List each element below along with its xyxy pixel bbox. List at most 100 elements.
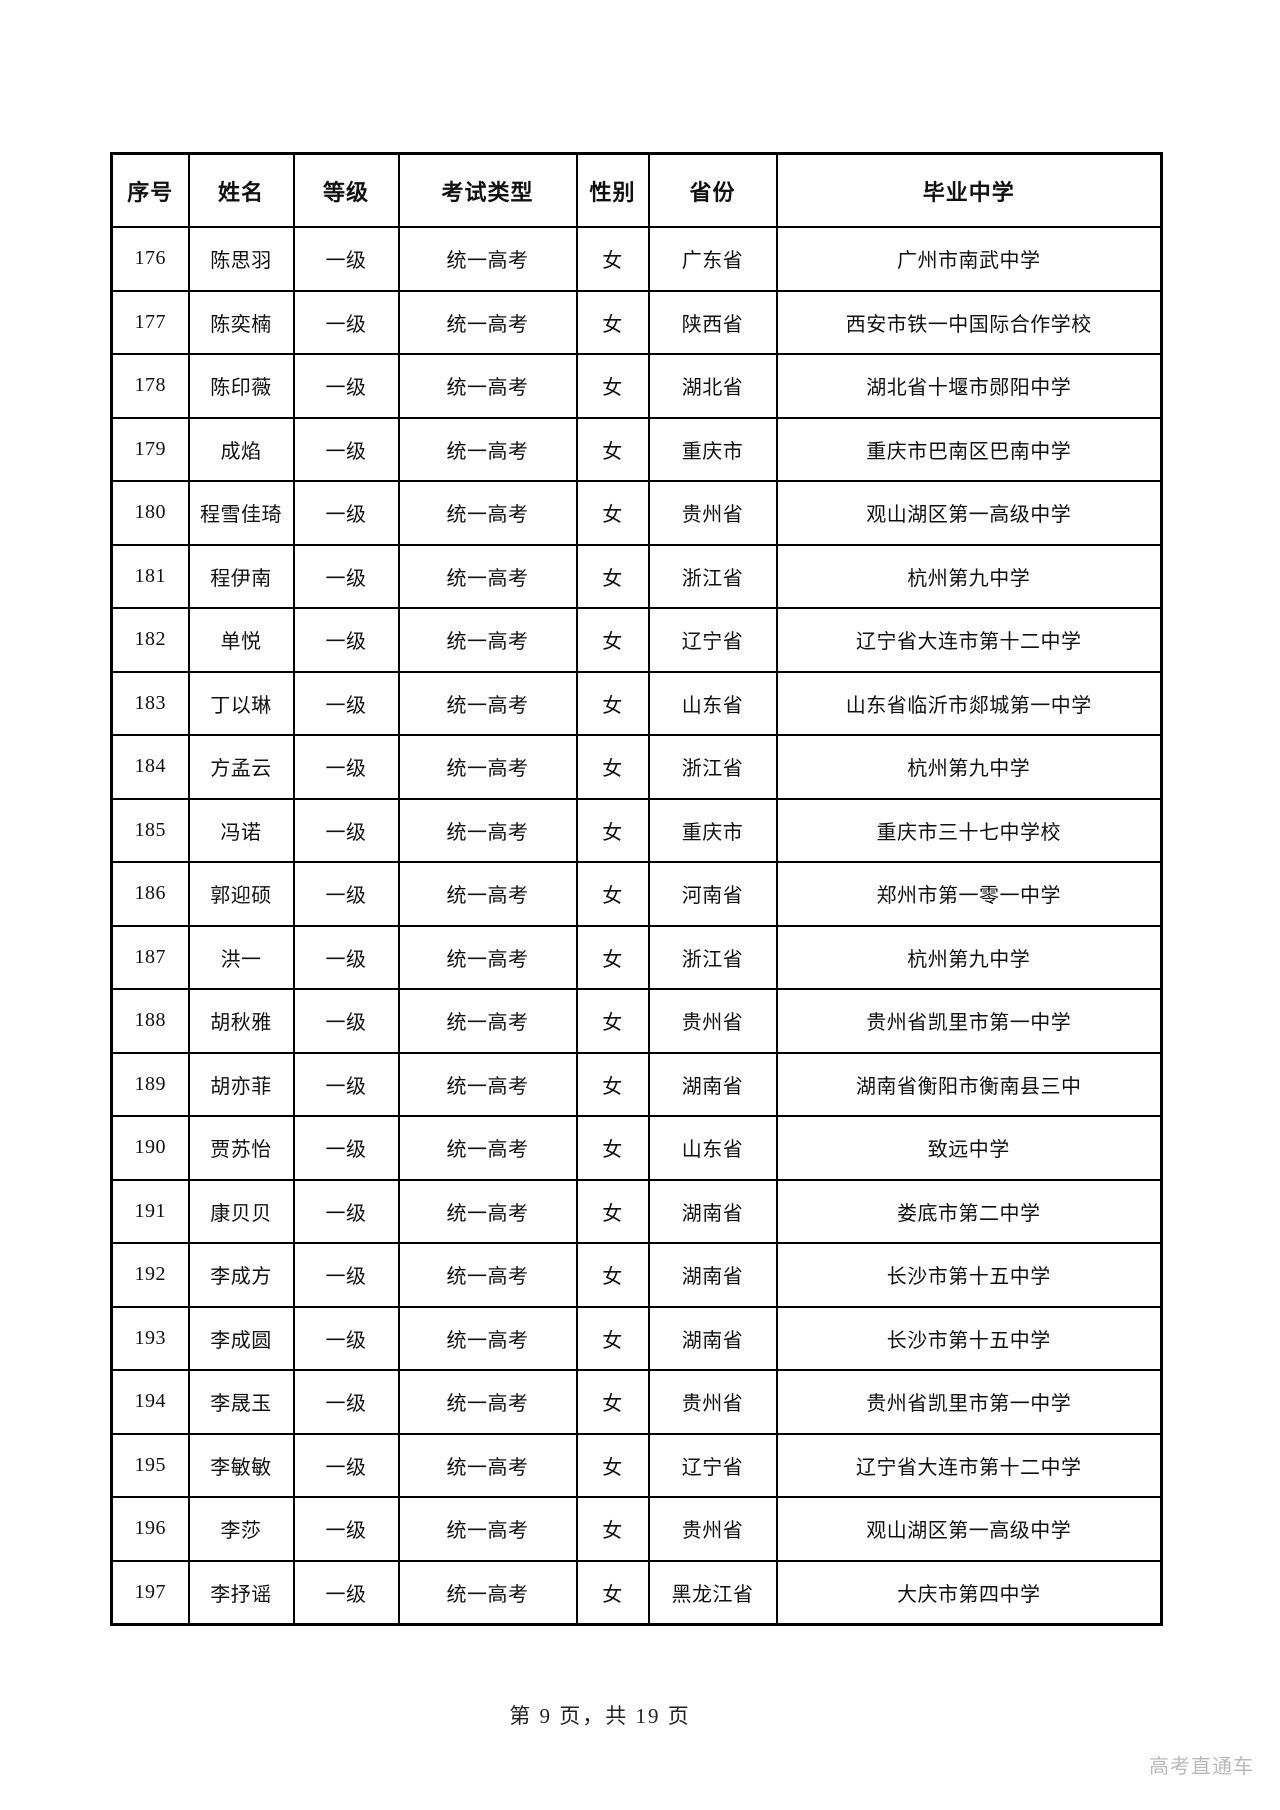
- cell-serial-number: 186: [110, 861, 190, 927]
- cell-level: 一级: [292, 670, 400, 736]
- table-row: 177 陈奕楠 一级 统一高考女陕西省 西安市铁一中国际合作学校: [110, 289, 1163, 355]
- table-row: 179 成焰 一级 统一高考女重庆市 重庆市巴南区巴南中学: [110, 416, 1163, 482]
- cell-serial-number: 178: [110, 353, 190, 419]
- cell-name: 成焰: [187, 416, 295, 482]
- cell-level: 一级: [292, 480, 400, 546]
- cell-name: 程雪佳琦: [187, 480, 295, 546]
- cell-level: 一级: [292, 1432, 400, 1498]
- cell-name: 李莎: [187, 1496, 295, 1562]
- cell-serial-number: 187: [110, 924, 190, 990]
- cell-province: 贵州省: [647, 988, 778, 1054]
- cell-serial-number: 180: [110, 480, 190, 546]
- cell-gender: 女: [575, 861, 650, 927]
- table-row: 176 陈思羽 一级 统一高考女广东省 广州市南武中学: [110, 226, 1163, 292]
- cell-school: 娄底市第二中学: [775, 1178, 1163, 1244]
- cell-school: 致远中学: [775, 1115, 1163, 1181]
- cell-school: 长沙市第十五中学: [775, 1305, 1163, 1371]
- header-school: 毕业中学: [775, 152, 1163, 228]
- cell-gender: 女: [575, 924, 650, 990]
- cell-school: 观山湖区第一高级中学: [775, 480, 1163, 546]
- cell-school: 辽宁省大连市第十二中学: [775, 607, 1163, 673]
- cell-serial-number: 185: [110, 797, 190, 863]
- cell-serial-number: 197: [110, 1559, 190, 1626]
- cell-gender: 女: [575, 1178, 650, 1244]
- cell-school: 长沙市第十五中学: [775, 1242, 1163, 1308]
- cell-serial-number: 195: [110, 1432, 190, 1498]
- cell-level: 一级: [292, 797, 400, 863]
- table-row: 195 李敏敏 一级 统一高考女辽宁省 辽宁省大连市第十二中学: [110, 1432, 1163, 1498]
- cell-exam-type: 统一高考: [397, 416, 578, 482]
- cell-exam-type: 统一高考: [397, 226, 578, 292]
- cell-exam-type: 统一高考: [397, 289, 578, 355]
- cell-name: 陈奕楠: [187, 289, 295, 355]
- cell-level: 一级: [292, 734, 400, 800]
- cell-serial-number: 176: [110, 226, 190, 292]
- header-serial-number: 序号: [110, 152, 190, 228]
- cell-province: 浙江省: [647, 924, 778, 990]
- cell-gender: 女: [575, 670, 650, 736]
- cell-exam-type: 统一高考: [397, 670, 578, 736]
- cell-name: 李晟玉: [187, 1369, 295, 1435]
- cell-exam-type: 统一高考: [397, 607, 578, 673]
- cell-serial-number: 190: [110, 1115, 190, 1181]
- cell-gender: 女: [575, 1496, 650, 1562]
- cell-exam-type: 统一高考: [397, 1051, 578, 1117]
- cell-name: 陈思羽: [187, 226, 295, 292]
- table-row: 189 胡亦菲 一级 统一高考女湖南省 湖南省衡阳市衡南县三中: [110, 1051, 1163, 1117]
- cell-serial-number: 196: [110, 1496, 190, 1562]
- cell-serial-number: 188: [110, 988, 190, 1054]
- header-exam-type: 考试类型: [397, 152, 578, 228]
- cell-level: 一级: [292, 1051, 400, 1117]
- cell-gender: 女: [575, 1242, 650, 1308]
- cell-province: 湖南省: [647, 1178, 778, 1244]
- table-row: 192 李成方 一级 统一高考女湖南省 长沙市第十五中学: [110, 1242, 1163, 1308]
- cell-gender: 女: [575, 353, 650, 419]
- cell-level: 一级: [292, 226, 400, 292]
- table-row: 181 程伊南 一级 统一高考女浙江省 杭州第九中学: [110, 543, 1163, 609]
- cell-school: 杭州第九中学: [775, 924, 1163, 990]
- cell-level: 一级: [292, 1242, 400, 1308]
- cell-serial-number: 191: [110, 1178, 190, 1244]
- cell-name: 李成方: [187, 1242, 295, 1308]
- table-row: 185 冯诺 一级 统一高考女重庆市 重庆市三十七中学校: [110, 797, 1163, 863]
- cell-school: 大庆市第四中学: [775, 1559, 1163, 1626]
- cell-school: 湖南省衡阳市衡南县三中: [775, 1051, 1163, 1117]
- cell-serial-number: 193: [110, 1305, 190, 1371]
- cell-name: 方孟云: [187, 734, 295, 800]
- cell-school: 辽宁省大连市第十二中学: [775, 1432, 1163, 1498]
- cell-school: 贵州省凯里市第一中学: [775, 1369, 1163, 1435]
- cell-exam-type: 统一高考: [397, 734, 578, 800]
- cell-province: 浙江省: [647, 734, 778, 800]
- cell-serial-number: 181: [110, 543, 190, 609]
- cell-province: 辽宁省: [647, 1432, 778, 1498]
- table-row: 191 康贝贝 一级 统一高考女湖南省 娄底市第二中学: [110, 1178, 1163, 1244]
- table-row: 183 丁以琳 一级 统一高考女山东省 山东省临沂市郯城第一中学: [110, 670, 1163, 736]
- cell-province: 山东省: [647, 670, 778, 736]
- cell-serial-number: 177: [110, 289, 190, 355]
- table-row: 188 胡秋雅 一级 统一高考女贵州省 贵州省凯里市第一中学: [110, 988, 1163, 1054]
- cell-gender: 女: [575, 1369, 650, 1435]
- cell-exam-type: 统一高考: [397, 480, 578, 546]
- header-gender: 性别: [575, 152, 650, 228]
- cell-exam-type: 统一高考: [397, 797, 578, 863]
- cell-province: 贵州省: [647, 480, 778, 546]
- cell-gender: 女: [575, 797, 650, 863]
- cell-province: 重庆市: [647, 797, 778, 863]
- table-row: 190 贾苏怡 一级 统一高考女山东省 致远中学: [110, 1115, 1163, 1181]
- cell-province: 广东省: [647, 226, 778, 292]
- cell-province: 河南省: [647, 861, 778, 927]
- table-row: 184 方孟云 一级 统一高考女浙江省 杭州第九中学: [110, 734, 1163, 800]
- cell-exam-type: 统一高考: [397, 1305, 578, 1371]
- header-province: 省份: [647, 152, 778, 228]
- cell-school: 湖北省十堰市郧阳中学: [775, 353, 1163, 419]
- cell-level: 一级: [292, 988, 400, 1054]
- table-row: 186 郭迎硕 一级 统一高考女河南省 郑州市第一零一中学: [110, 861, 1163, 927]
- cell-province: 湖南省: [647, 1242, 778, 1308]
- cell-gender: 女: [575, 480, 650, 546]
- cell-gender: 女: [575, 734, 650, 800]
- table-row: 178 陈印薇 一级 统一高考女湖北省 湖北省十堰市郧阳中学: [110, 353, 1163, 419]
- cell-school: 观山湖区第一高级中学: [775, 1496, 1163, 1562]
- students-table: 序号 姓名 等级 考试类型 性别 省份 毕业中学 176 陈思羽 一级 统一高考女广东省 广州市南武…: [110, 152, 1163, 1626]
- cell-exam-type: 统一高考: [397, 1559, 578, 1626]
